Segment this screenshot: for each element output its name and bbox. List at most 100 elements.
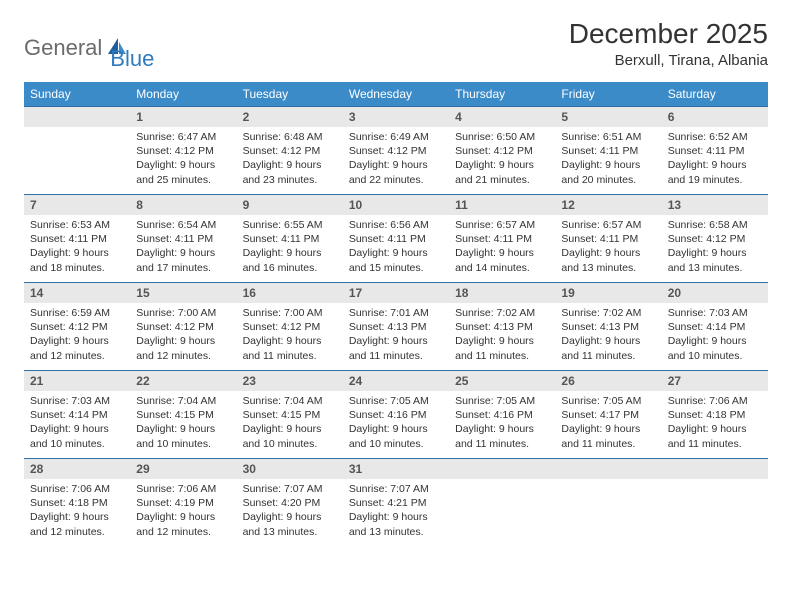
day-details: Sunrise: 6:57 AMSunset: 4:11 PMDaylight:… [449, 215, 555, 281]
day-details: Sunrise: 7:02 AMSunset: 4:13 PMDaylight:… [449, 303, 555, 369]
day-number: 24 [343, 371, 449, 391]
day-number: 15 [130, 283, 236, 303]
day-details: Sunrise: 7:01 AMSunset: 4:13 PMDaylight:… [343, 303, 449, 369]
day-number [662, 459, 768, 479]
calendar-day-cell [662, 459, 768, 547]
calendar-day-cell: 31Sunrise: 7:07 AMSunset: 4:21 PMDayligh… [343, 459, 449, 547]
day-number: 20 [662, 283, 768, 303]
calendar-day-cell: 21Sunrise: 7:03 AMSunset: 4:14 PMDayligh… [24, 371, 130, 459]
day-details: Sunrise: 6:48 AMSunset: 4:12 PMDaylight:… [237, 127, 343, 193]
calendar-day-cell: 16Sunrise: 7:00 AMSunset: 4:12 PMDayligh… [237, 283, 343, 371]
day-details: Sunrise: 7:06 AMSunset: 4:18 PMDaylight:… [24, 479, 130, 545]
calendar-day-cell [555, 459, 661, 547]
calendar-day-cell: 29Sunrise: 7:06 AMSunset: 4:19 PMDayligh… [130, 459, 236, 547]
calendar-day-cell: 20Sunrise: 7:03 AMSunset: 4:14 PMDayligh… [662, 283, 768, 371]
month-title: December 2025 [569, 18, 768, 50]
day-details: Sunrise: 7:04 AMSunset: 4:15 PMDaylight:… [130, 391, 236, 457]
day-number: 21 [24, 371, 130, 391]
day-details [24, 127, 130, 177]
calendar-day-cell [449, 459, 555, 547]
day-number: 2 [237, 107, 343, 127]
calendar-day-cell: 10Sunrise: 6:56 AMSunset: 4:11 PMDayligh… [343, 195, 449, 283]
day-details: Sunrise: 7:00 AMSunset: 4:12 PMDaylight:… [130, 303, 236, 369]
calendar-table: SundayMondayTuesdayWednesdayThursdayFrid… [24, 82, 768, 547]
header: General Blue December 2025 Berxull, Tira… [24, 18, 768, 72]
calendar-day-cell: 2Sunrise: 6:48 AMSunset: 4:12 PMDaylight… [237, 107, 343, 195]
day-number: 9 [237, 195, 343, 215]
calendar-day-cell: 9Sunrise: 6:55 AMSunset: 4:11 PMDaylight… [237, 195, 343, 283]
calendar-day-cell: 22Sunrise: 7:04 AMSunset: 4:15 PMDayligh… [130, 371, 236, 459]
calendar-day-cell: 27Sunrise: 7:06 AMSunset: 4:18 PMDayligh… [662, 371, 768, 459]
calendar-day-cell: 13Sunrise: 6:58 AMSunset: 4:12 PMDayligh… [662, 195, 768, 283]
day-details: Sunrise: 6:50 AMSunset: 4:12 PMDaylight:… [449, 127, 555, 193]
day-number: 22 [130, 371, 236, 391]
day-number: 5 [555, 107, 661, 127]
day-number [24, 107, 130, 127]
calendar-day-cell: 26Sunrise: 7:05 AMSunset: 4:17 PMDayligh… [555, 371, 661, 459]
day-details: Sunrise: 6:53 AMSunset: 4:11 PMDaylight:… [24, 215, 130, 281]
calendar-day-cell: 6Sunrise: 6:52 AMSunset: 4:11 PMDaylight… [662, 107, 768, 195]
day-details: Sunrise: 6:47 AMSunset: 4:12 PMDaylight:… [130, 127, 236, 193]
weekday-header: Tuesday [237, 82, 343, 107]
day-details: Sunrise: 7:07 AMSunset: 4:20 PMDaylight:… [237, 479, 343, 545]
day-details: Sunrise: 7:05 AMSunset: 4:16 PMDaylight:… [343, 391, 449, 457]
weekday-header: Thursday [449, 82, 555, 107]
calendar-day-cell: 18Sunrise: 7:02 AMSunset: 4:13 PMDayligh… [449, 283, 555, 371]
day-details: Sunrise: 6:49 AMSunset: 4:12 PMDaylight:… [343, 127, 449, 193]
calendar-day-cell: 5Sunrise: 6:51 AMSunset: 4:11 PMDaylight… [555, 107, 661, 195]
calendar-day-cell: 23Sunrise: 7:04 AMSunset: 4:15 PMDayligh… [237, 371, 343, 459]
day-details: Sunrise: 6:51 AMSunset: 4:11 PMDaylight:… [555, 127, 661, 193]
day-number: 7 [24, 195, 130, 215]
day-details: Sunrise: 7:03 AMSunset: 4:14 PMDaylight:… [24, 391, 130, 457]
calendar-day-cell: 24Sunrise: 7:05 AMSunset: 4:16 PMDayligh… [343, 371, 449, 459]
location: Berxull, Tirana, Albania [569, 52, 768, 69]
calendar-day-cell: 12Sunrise: 6:57 AMSunset: 4:11 PMDayligh… [555, 195, 661, 283]
day-number: 6 [662, 107, 768, 127]
day-number: 26 [555, 371, 661, 391]
weekday-header-row: SundayMondayTuesdayWednesdayThursdayFrid… [24, 82, 768, 107]
day-details: Sunrise: 6:55 AMSunset: 4:11 PMDaylight:… [237, 215, 343, 281]
day-number: 18 [449, 283, 555, 303]
title-block: December 2025 Berxull, Tirana, Albania [569, 18, 768, 69]
calendar-day-cell: 4Sunrise: 6:50 AMSunset: 4:12 PMDaylight… [449, 107, 555, 195]
calendar-day-cell: 1Sunrise: 6:47 AMSunset: 4:12 PMDaylight… [130, 107, 236, 195]
day-details: Sunrise: 6:58 AMSunset: 4:12 PMDaylight:… [662, 215, 768, 281]
weekday-header: Monday [130, 82, 236, 107]
day-details: Sunrise: 6:57 AMSunset: 4:11 PMDaylight:… [555, 215, 661, 281]
weekday-header: Saturday [662, 82, 768, 107]
day-number: 29 [130, 459, 236, 479]
day-number: 16 [237, 283, 343, 303]
day-number: 17 [343, 283, 449, 303]
day-details: Sunrise: 7:06 AMSunset: 4:19 PMDaylight:… [130, 479, 236, 545]
weekday-header: Sunday [24, 82, 130, 107]
day-number: 14 [24, 283, 130, 303]
logo-word-2: Blue [110, 46, 154, 72]
calendar-day-cell: 3Sunrise: 6:49 AMSunset: 4:12 PMDaylight… [343, 107, 449, 195]
day-number: 13 [662, 195, 768, 215]
calendar-week-row: 21Sunrise: 7:03 AMSunset: 4:14 PMDayligh… [24, 371, 768, 459]
calendar-day-cell: 30Sunrise: 7:07 AMSunset: 4:20 PMDayligh… [237, 459, 343, 547]
day-number: 8 [130, 195, 236, 215]
day-number: 28 [24, 459, 130, 479]
day-number: 12 [555, 195, 661, 215]
calendar-day-cell: 7Sunrise: 6:53 AMSunset: 4:11 PMDaylight… [24, 195, 130, 283]
day-number: 1 [130, 107, 236, 127]
calendar-day-cell: 11Sunrise: 6:57 AMSunset: 4:11 PMDayligh… [449, 195, 555, 283]
day-number: 11 [449, 195, 555, 215]
day-number: 31 [343, 459, 449, 479]
calendar-day-cell: 28Sunrise: 7:06 AMSunset: 4:18 PMDayligh… [24, 459, 130, 547]
calendar-day-cell: 8Sunrise: 6:54 AMSunset: 4:11 PMDaylight… [130, 195, 236, 283]
day-details [555, 479, 661, 529]
day-number [449, 459, 555, 479]
calendar-day-cell: 25Sunrise: 7:05 AMSunset: 4:16 PMDayligh… [449, 371, 555, 459]
weekday-header: Friday [555, 82, 661, 107]
day-number: 23 [237, 371, 343, 391]
day-details: Sunrise: 7:06 AMSunset: 4:18 PMDaylight:… [662, 391, 768, 457]
day-details: Sunrise: 7:03 AMSunset: 4:14 PMDaylight:… [662, 303, 768, 369]
day-details: Sunrise: 7:07 AMSunset: 4:21 PMDaylight:… [343, 479, 449, 545]
day-number: 30 [237, 459, 343, 479]
logo: General Blue [24, 24, 154, 72]
weekday-header: Wednesday [343, 82, 449, 107]
day-details: Sunrise: 6:59 AMSunset: 4:12 PMDaylight:… [24, 303, 130, 369]
day-number: 3 [343, 107, 449, 127]
